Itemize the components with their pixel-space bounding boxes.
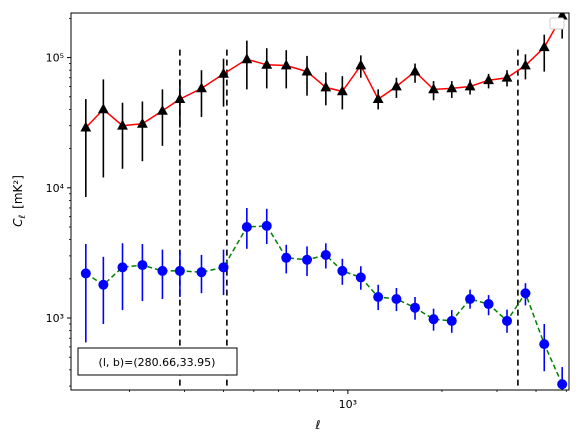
data-point-triangle [280,59,292,70]
data-point-triangle [117,119,128,130]
data-point-triangle [464,80,476,91]
vertical-lines [179,49,519,390]
x-tick-label: 10³ [339,398,357,411]
data-point-circle [539,339,550,350]
series-2 [80,207,568,390]
data-point-circle [483,299,494,310]
data-point-triangle [372,93,384,103]
y-axis-label-main: C [11,218,25,227]
data-point-circle [137,260,148,271]
annotation-box: (l, b)=(280.66,33.95) [77,347,238,376]
axis-ticks: 10³ 10³ 10⁴ 10⁵ [46,17,567,411]
data-point-triangle [136,117,148,128]
annotation-text: (l, b)=(280.66,33.95) [99,356,216,369]
data-point-triangle [301,65,313,76]
data-point-triangle [261,58,273,69]
data-point-circle [320,249,331,260]
data-point-circle [355,272,366,283]
y-axis-label-sub: ℓ [18,215,28,220]
data-point-triangle [157,104,168,115]
y-axis-label: Cℓ [mK²] [11,175,28,227]
data-point-triangle [320,81,332,92]
data-point-triangle [218,67,229,78]
data-point-circle [465,293,476,304]
data-point-circle [218,262,229,273]
data-point-circle [98,279,109,290]
data-point-circle [446,315,457,326]
data-point-triangle [501,71,513,82]
data-point-triangle [520,59,531,70]
data-point-circle [241,221,252,232]
data-point-circle [410,302,421,313]
data-point-circle [174,265,185,276]
data-point-circle [337,265,348,276]
data-point-triangle [483,74,494,85]
y-tick-label: 10⁵ [46,52,64,65]
plot-area [71,13,569,390]
data-point-triangle [97,103,109,114]
data-point-triangle [355,59,367,70]
svg-text:Cℓ[mK²]: Cℓ [mK²] [11,175,28,227]
x-axis-label: ℓ [315,418,321,432]
data-point-triangle [538,41,550,52]
data-point-triangle [446,82,458,93]
data-point-circle [157,265,168,276]
data-point-triangle [336,85,348,96]
data-point-circle [391,293,402,304]
data-point-circle [502,315,513,326]
data-point-circle [196,267,207,278]
data-point-triangle [409,65,421,76]
data-point-circle [302,254,313,265]
data-point-triangle [196,82,207,93]
series-layer [80,13,568,390]
data-point-circle [520,288,531,299]
plot-frame [70,12,570,391]
data-point-triangle [174,93,186,103]
legend-box [549,17,565,30]
y-tick-label: 10⁴ [46,182,65,195]
data-point-circle [261,220,272,231]
data-point-triangle [241,53,253,64]
data-point-circle [428,314,439,325]
y-axis-label-unit: [mK²] [11,175,25,209]
series-1 [80,13,568,197]
data-point-triangle [391,80,402,91]
y-tick-label: 10³ [46,312,64,325]
data-point-circle [373,292,384,303]
data-point-triangle [80,121,92,132]
data-point-circle [281,252,292,263]
data-point-circle [557,379,568,390]
data-point-circle [117,262,128,273]
data-point-triangle [428,83,439,94]
data-point-circle [80,268,91,279]
